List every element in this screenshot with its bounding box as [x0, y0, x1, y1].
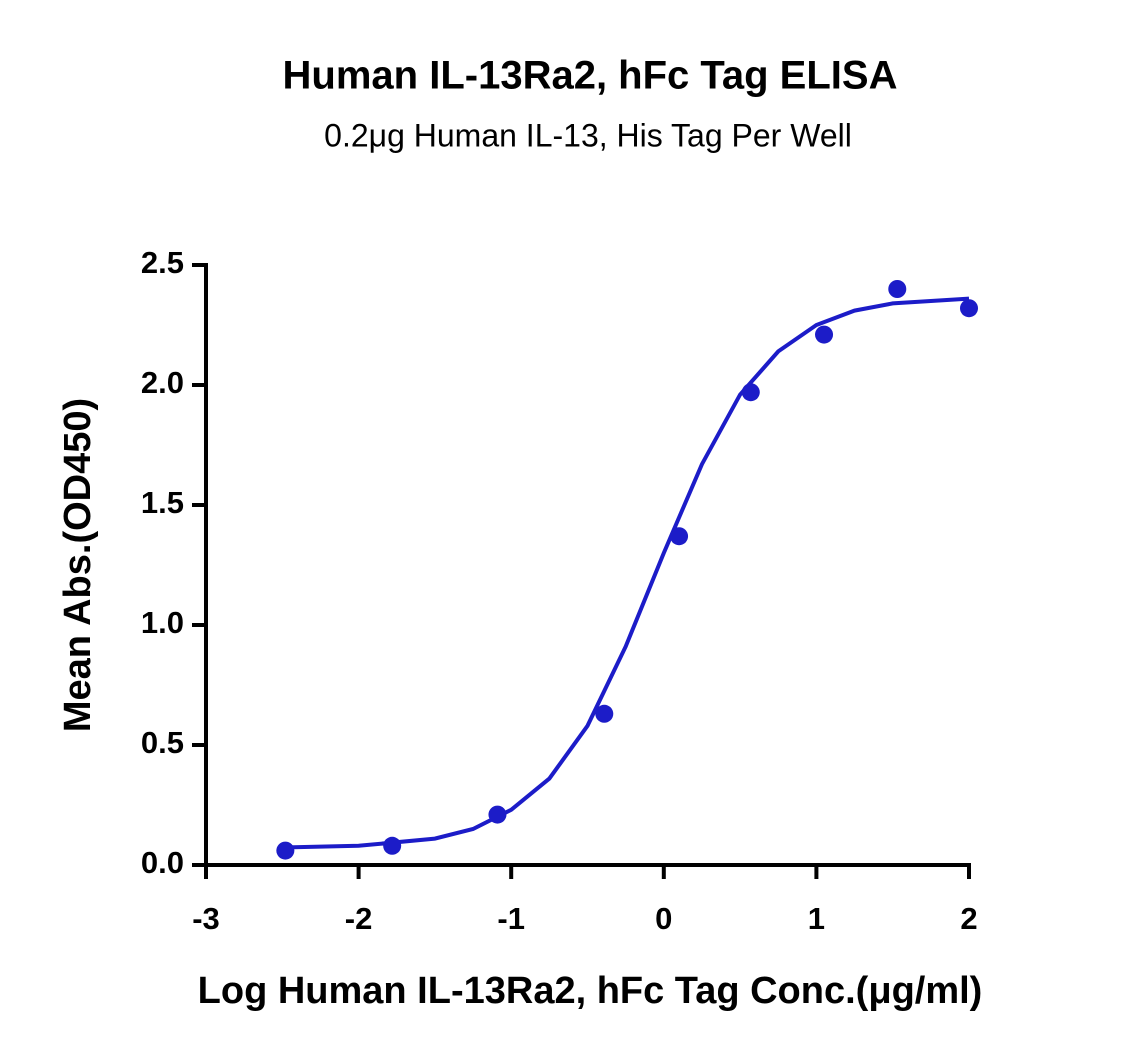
data-point: [276, 841, 295, 860]
data-point: [670, 527, 689, 546]
data-point: [488, 805, 507, 824]
fit-curve: [282, 296, 970, 850]
x-tick-label: 1: [808, 901, 825, 936]
y-tick-label: 2.0: [141, 365, 184, 400]
y-tick-label: 1.0: [141, 605, 184, 640]
y-tick-label: 1.5: [141, 485, 184, 520]
x-axis-label: Log Human IL-13Ra2, hFc Tag Conc.(μg/ml): [198, 970, 983, 1012]
x-tick-label: 2: [960, 901, 977, 936]
data-point: [595, 704, 614, 723]
x-tick-label: -2: [345, 901, 373, 936]
y-tick-label: 2.5: [141, 245, 184, 280]
y-tick-label: 0.0: [141, 845, 184, 880]
data-point: [383, 836, 402, 855]
data-point: [960, 299, 978, 318]
y-tick-label: 0.5: [141, 725, 184, 760]
y-axis-label: Mean Abs.(OD450): [57, 398, 99, 732]
data-point: [888, 280, 907, 298]
chart-title: Human IL-13Ra2, hFc Tag ELISA: [283, 54, 898, 98]
data-point: [815, 325, 834, 344]
x-tick-label: 0: [655, 901, 672, 936]
chart-subtitle: 0.2μg Human IL-13, His Tag Per Well: [324, 117, 852, 153]
x-tick-label: -1: [497, 901, 525, 936]
data-point: [741, 383, 760, 402]
x-tick-label: -3: [192, 901, 220, 936]
